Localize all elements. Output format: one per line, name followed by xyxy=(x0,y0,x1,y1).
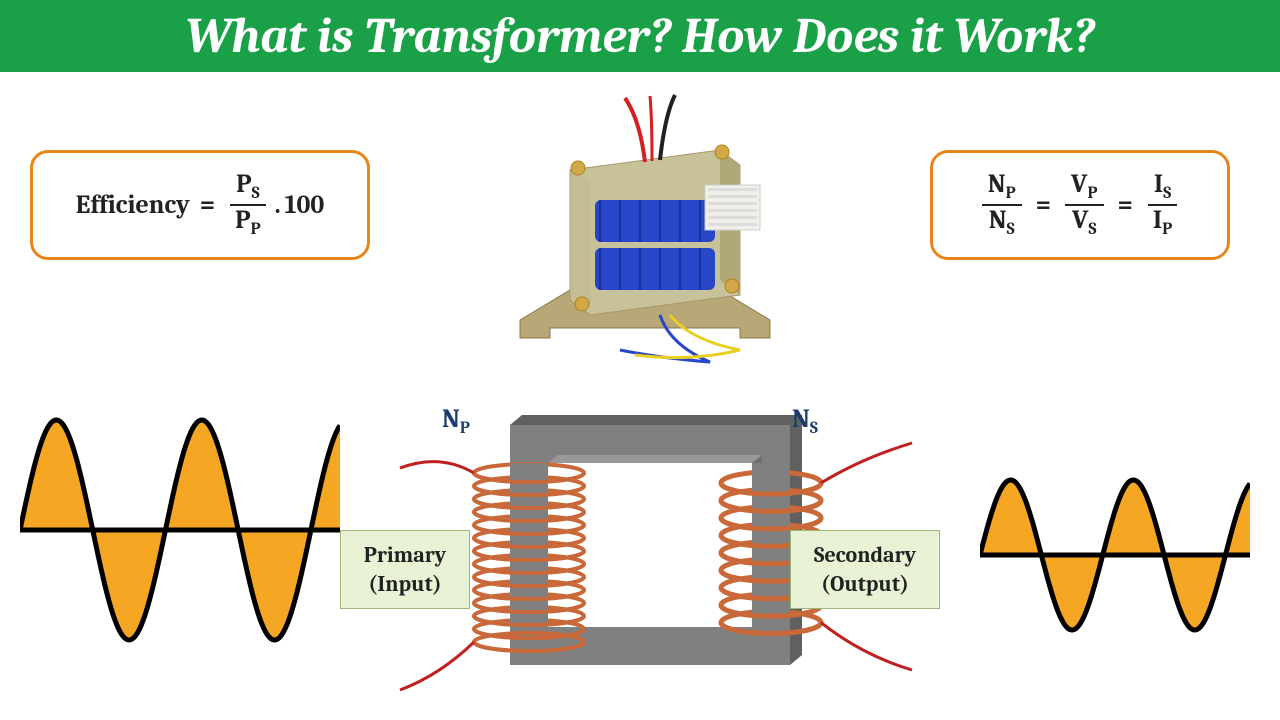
np-label: NP xyxy=(442,404,470,438)
efficiency-fraction: PS PP xyxy=(229,170,266,240)
output-wave xyxy=(980,460,1250,650)
secondary-label: Secondary (Output) xyxy=(790,530,940,609)
efficiency-formula-box: Efficiency = PS PP . 100 xyxy=(30,150,370,260)
title-bar: What is Transformer? How Does it Work? xyxy=(0,0,1280,72)
ns-label: NS xyxy=(792,404,818,438)
ratio-formula-box: NPNS=VPVS=ISIP xyxy=(930,150,1230,260)
ratio-equation: NPNS=VPVS=ISIP xyxy=(978,170,1183,240)
input-wave xyxy=(20,400,340,660)
dot: . xyxy=(275,190,281,220)
primary-label: Primary (Input) xyxy=(340,530,470,609)
title-text: What is Transformer? How Does it Work? xyxy=(185,7,1095,65)
equals-sign: = xyxy=(200,190,215,220)
efficiency-equation: Efficiency = PS PP . 100 xyxy=(76,170,324,240)
multiplier: 100 xyxy=(285,190,325,220)
efficiency-label: Efficiency xyxy=(76,190,190,220)
transformer-photo xyxy=(460,90,820,370)
